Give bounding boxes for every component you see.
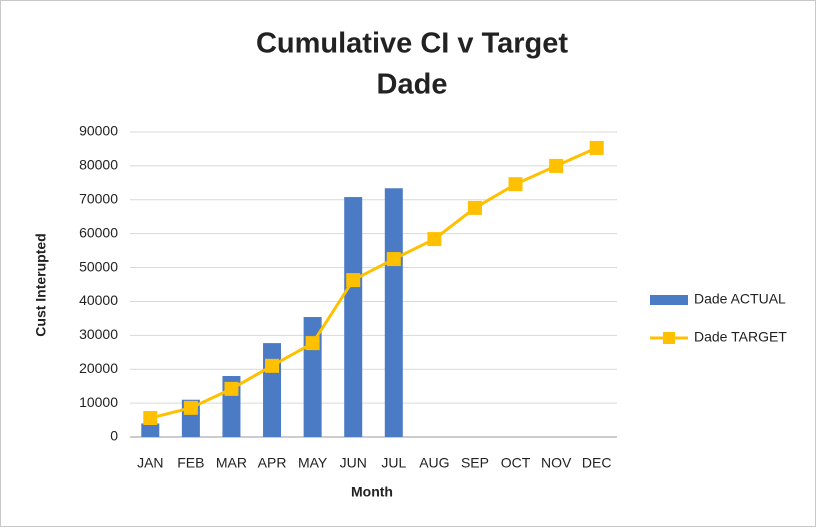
- y-tick-label: 10000: [79, 394, 118, 410]
- bar: [263, 343, 282, 437]
- legend-label: Dade ACTUAL: [694, 291, 786, 307]
- x-tick-label: AUG: [419, 455, 449, 471]
- y-tick-label: 80000: [79, 157, 118, 173]
- x-tick-label: JUN: [340, 455, 367, 471]
- marker: [346, 273, 361, 288]
- y-tick-label: 0: [110, 428, 118, 444]
- marker: [386, 252, 401, 267]
- marker: [143, 411, 158, 426]
- marker: [305, 336, 320, 351]
- marker: [549, 158, 564, 173]
- marker: [427, 232, 442, 247]
- x-tick-label: MAY: [298, 455, 328, 471]
- marker: [224, 381, 239, 396]
- x-tick-label: APR: [258, 455, 287, 471]
- marker: [508, 177, 523, 192]
- chart-title: Cumulative CI v Target: [256, 28, 568, 60]
- legend: Dade ACTUAL Dade TARGET: [650, 291, 787, 345]
- marker: [183, 400, 198, 415]
- x-tick-label: SEP: [461, 455, 489, 471]
- legend-swatch-marker: [663, 332, 675, 344]
- marker: [589, 140, 604, 155]
- marker: [467, 200, 482, 215]
- x-tick-label: NOV: [541, 455, 572, 471]
- y-tick-label: 60000: [79, 224, 118, 240]
- x-tick-label: DEC: [582, 455, 612, 471]
- x-tick-label: OCT: [501, 455, 531, 471]
- y-tick-label: 30000: [79, 326, 118, 342]
- y-tick-label: 50000: [79, 258, 118, 274]
- x-axis-title: Month: [351, 484, 393, 500]
- y-tick-label: 90000: [79, 123, 118, 139]
- bar: [344, 197, 363, 437]
- y-axis-title: Cust Interupted: [33, 233, 49, 336]
- marker: [265, 358, 280, 373]
- y-tick-label: 40000: [79, 292, 118, 308]
- bar: [141, 423, 160, 437]
- x-tick-label: MAR: [216, 455, 247, 471]
- bar: [384, 188, 403, 437]
- y-tick-label: 20000: [79, 360, 118, 376]
- legend-swatch-bar: [650, 295, 688, 305]
- x-tick-label: JAN: [137, 455, 163, 471]
- legend-label: Dade TARGET: [694, 329, 787, 345]
- x-tick-label: FEB: [177, 455, 204, 471]
- y-tick-label: 70000: [79, 190, 118, 206]
- x-tick-label: JUL: [381, 455, 406, 471]
- chart-subtitle: Dade: [377, 69, 448, 101]
